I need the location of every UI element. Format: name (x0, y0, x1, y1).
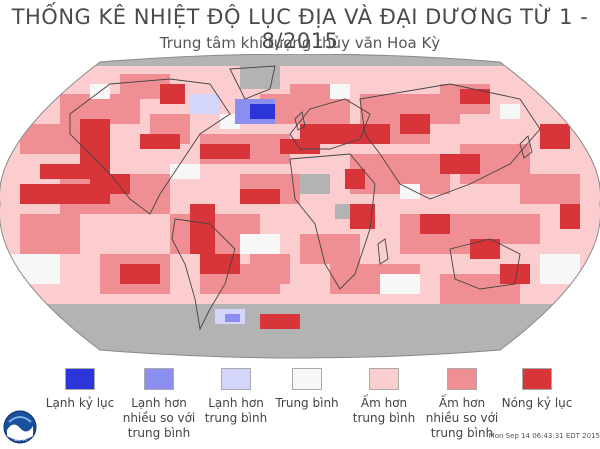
record-warm-cell (160, 84, 185, 104)
madagascar-outline (377, 238, 389, 265)
legend-swatch-4 (292, 368, 322, 390)
anomaly-cell (20, 214, 80, 254)
legend-swatch-3 (221, 368, 251, 390)
legend-label-2: Lạnh hơn nhiều so với trung bình (122, 396, 196, 440)
record-warm-cell (20, 184, 110, 204)
record-warm-cell (470, 239, 500, 259)
svg-text:NOAA: NOAA (13, 437, 27, 443)
legend-swatch-6 (447, 368, 477, 390)
record-warm-cell (420, 214, 450, 234)
map-border (0, 54, 600, 359)
uk-outline (294, 111, 306, 131)
record-warm-cell (190, 204, 215, 254)
record-warm-cell (40, 164, 80, 179)
average-cell (380, 274, 420, 294)
record-warm-cell (500, 264, 530, 284)
timestamp: Mon Sep 14 06:43:31 EDT 2015 (488, 432, 600, 440)
record-warm-cell (540, 124, 570, 149)
cold-cell (225, 314, 240, 322)
record-warm-cell (440, 154, 480, 174)
record-warm-cell (560, 204, 580, 229)
average-cell (400, 184, 420, 199)
record-warm-cell (120, 264, 160, 284)
record-warm-cell (330, 124, 390, 144)
africa-outline (289, 153, 376, 290)
legend-swatch-1 (65, 368, 95, 390)
record-warm-cell (260, 314, 300, 329)
anomaly-cells (0, 54, 600, 358)
europe-outline (289, 98, 371, 150)
legend-swatch-5 (369, 368, 399, 390)
australia-outline (449, 238, 521, 290)
anomaly-cell (520, 174, 580, 204)
no-data-cell (335, 204, 350, 219)
record-warm-cell (200, 144, 250, 159)
average-cell (240, 234, 280, 254)
record-warm-cell (300, 124, 330, 144)
average-cell (540, 254, 580, 284)
no-data-antarctic (0, 304, 600, 358)
legend-label-5: Ấm hơn trung bình (352, 396, 416, 425)
continent-outlines (69, 65, 541, 331)
japan-outline (519, 135, 533, 159)
record-warm-cell (240, 189, 280, 204)
anomaly-cell (300, 234, 360, 264)
noaa-logo: NOAA (3, 410, 37, 449)
average-cell (10, 254, 60, 284)
legend-label-1: Lạnh kỷ lục (45, 396, 115, 410)
record-warm-cell (400, 114, 430, 134)
map-subtitle: Trung tâm khí tượng thủy văn Hoa Kỳ (159, 34, 441, 52)
record-cold-cell (250, 104, 275, 119)
average-cell (500, 104, 520, 119)
record-warm-cell (460, 89, 490, 104)
legend-label-7: Nóng kỷ lục (501, 396, 573, 410)
legend-label-3: Lạnh hơn trung bình (204, 396, 268, 425)
no-data-arctic (0, 54, 600, 66)
world-temperature-map (0, 54, 600, 359)
legend-label-4: Trung bình (275, 396, 339, 410)
noaa-logo-icon: NOAA (3, 410, 37, 444)
north-america-outline (69, 78, 231, 215)
legend-swatch-7 (522, 368, 552, 390)
map-globe (0, 54, 600, 358)
map-title: THỐNG KÊ NHIỆT ĐỘ LỤC ĐỊA VÀ ĐẠI DƯƠNG T… (11, 5, 589, 53)
south-america-outline (171, 218, 236, 331)
no-data-cell (300, 174, 330, 194)
legend-swatch-2 (144, 368, 174, 390)
record-warm-cell (345, 169, 365, 189)
greenland-outline (229, 65, 276, 100)
cool-cell (190, 94, 220, 114)
average-cell (330, 84, 350, 99)
legend-label-6: Ấm hơn nhiều so với trung bình (425, 396, 499, 440)
record-warm-cell (200, 254, 240, 274)
record-warm-cell (140, 134, 180, 149)
anomaly-cell (250, 254, 290, 284)
asia-outline (359, 83, 541, 200)
anomaly-cell (20, 124, 90, 154)
